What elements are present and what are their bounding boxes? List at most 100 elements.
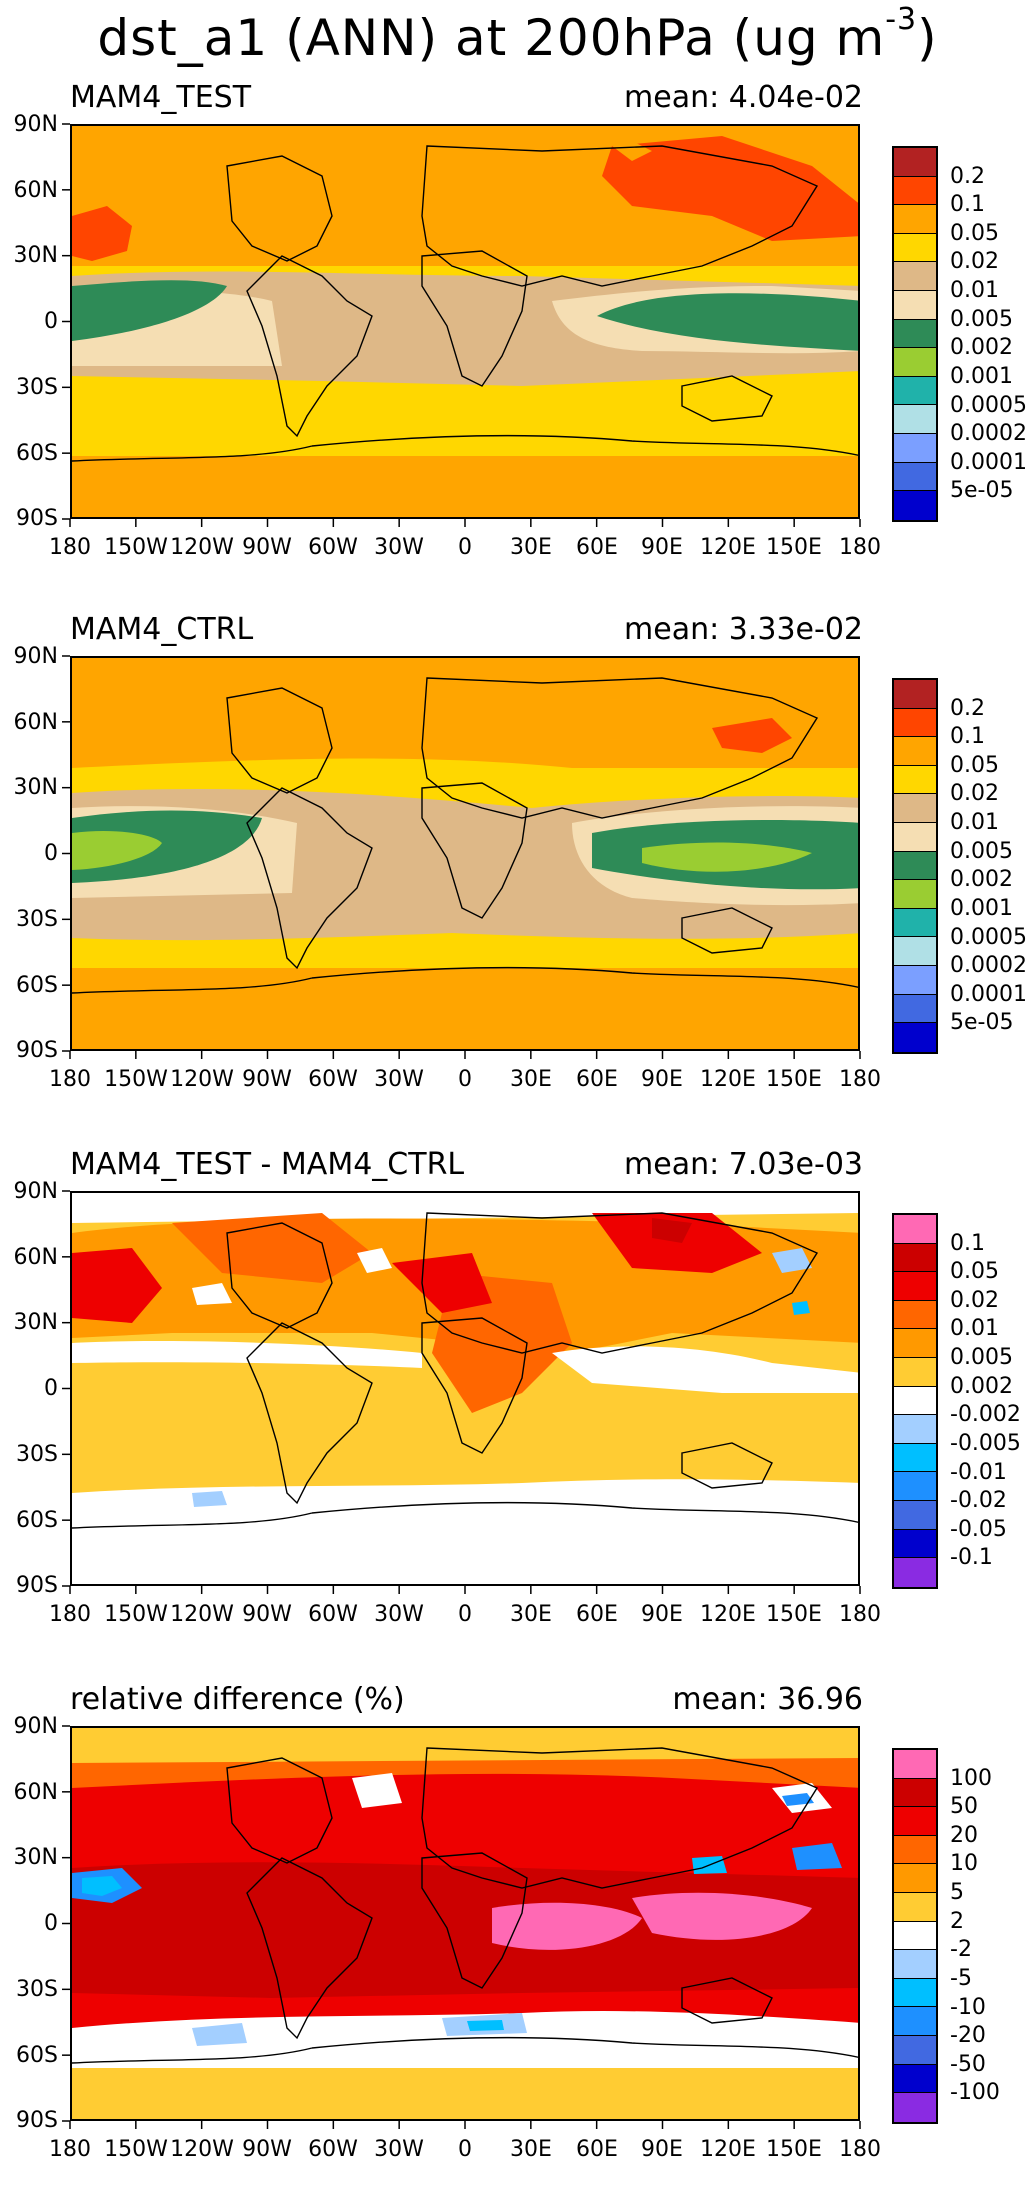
lon-label: 90E [641,1067,683,1092]
lat-label: 0 [44,1911,58,1936]
lon-label: 120E [700,535,756,560]
colorbar-segment [894,1978,936,2008]
colorbar-segment [894,1329,936,1359]
colorbar-label: -50 [950,2051,986,2077]
colorbar-label: -100 [950,2080,1000,2106]
colorbar-segment [894,737,936,766]
colorbar-segment [894,1750,936,1779]
panel-title: relative difference (%) [70,1682,405,1717]
colorbar-label: 0.05 [950,752,999,778]
colorbar [892,146,938,522]
colorbar-segment [894,1215,936,1244]
lon-label: 120W [170,1067,234,1092]
colorbar-segment [894,319,936,349]
lon-label: 90W [242,1602,292,1627]
colorbar-segment [894,2064,936,2094]
colorbar-segment [894,348,936,377]
lon-label: 60E [576,1602,618,1627]
lon-label: 90W [242,2137,292,2162]
lon-label: 60E [576,535,618,560]
lon-label: 30W [374,535,424,560]
colorbar-label: -0.005 [950,1430,1021,1456]
figure-title: dst_a1 (ANN) at 200hPa (ug m-3) [97,2,938,67]
lat-label: 30N [13,1845,58,1870]
lat-label: 90N [13,644,58,669]
colorbar-segment [894,1835,936,1865]
colorbar-segment [894,1921,936,1951]
colorbar [892,1748,938,2124]
lat-label: 60S [16,1508,58,1533]
colorbar-segment [894,823,936,852]
colorbar-segment [894,1950,936,1979]
lon-label: 150W [104,535,168,560]
colorbar-segment [894,1243,936,1273]
colorbar-segment [894,937,936,967]
lat-label: 60N [13,178,58,203]
colorbar-label: 0.001 [950,895,1013,921]
colorbar-label: 0.02 [950,781,999,807]
colorbar-label: 0.005 [950,306,1013,332]
colorbar-label: 0.001 [950,363,1013,389]
lat-label: 90S [16,1038,58,1063]
colorbar-segment [894,966,936,995]
lat-label: 90S [16,506,58,531]
lat-label: 30N [13,243,58,268]
colorbar-label: 0.02 [950,1287,999,1313]
lon-label: 120W [170,535,234,560]
colorbar-label: 5e-05 [950,1010,1014,1036]
lon-label: 30E [510,1602,552,1627]
colorbar-label: 0.05 [950,1259,999,1285]
colorbar-segment [894,1864,936,1894]
colorbar-segment [894,176,936,206]
colorbar-segment [894,765,936,795]
panel-mean: mean: 4.04e-02 [624,80,863,115]
colorbar-label: 5 [950,1880,964,1906]
lon-label: 180 [49,1602,91,1627]
colorbar-segment [894,405,936,435]
lat-label: 90N [13,1714,58,1739]
lon-label: 150E [766,1602,822,1627]
axis-ticks [62,1190,861,1594]
colorbar-segment [894,1023,936,1052]
panel-mean: mean: 7.03e-03 [624,1147,863,1182]
lon-label: 150W [104,2137,168,2162]
colorbar-label: 50 [950,1794,978,1820]
lon-label: 150E [766,2137,822,2162]
colorbar-segment [894,1501,936,1530]
lon-label: 90E [641,535,683,560]
lat-label: 90S [16,1573,58,1598]
lon-label: 30W [374,2137,424,2162]
colorbar-segment [894,1529,936,1559]
colorbar-label: 0.002 [950,1373,1013,1399]
lat-label: 90S [16,2108,58,2133]
colorbar-label: 0.02 [950,249,999,275]
colorbar-segment [894,262,936,292]
lon-label: 120E [700,1602,756,1627]
colorbar-label: 2 [950,1908,964,1934]
lat-label: 60S [16,441,58,466]
lon-label: 60W [308,1067,358,1092]
colorbar-label: -0.1 [950,1545,993,1571]
lat-label: 30S [16,1442,58,1467]
colorbar-label: 0.005 [950,1345,1013,1371]
colorbar-label: 0.05 [950,220,999,246]
colorbar-segment [894,1358,936,1387]
colorbar [892,1213,938,1589]
colorbar-segment [894,680,936,709]
colorbar-label: -20 [950,2023,986,2049]
axis-ticks [62,1725,861,2129]
panel-difference: MAM4_TEST - MAM4_CTRL mean: 7.03e-03 [0,1147,1035,1677]
colorbar-segment [894,1272,936,1301]
lat-label: 30N [13,1310,58,1335]
panel-mean: mean: 36.96 [672,1682,863,1717]
colorbar-label: 0.1 [950,724,985,750]
lon-label: 30E [510,2137,552,2162]
colorbar-label: -2 [950,1937,972,1963]
panel-title: MAM4_TEST - MAM4_CTRL [70,1147,465,1182]
panel-title: MAM4_CTRL [70,612,254,647]
colorbar-segment [894,1778,936,1808]
colorbar-label: -10 [950,1994,986,2020]
colorbar-label: -0.05 [950,1516,1007,1542]
lat-label: 90N [13,112,58,137]
colorbar-segment [894,462,936,492]
